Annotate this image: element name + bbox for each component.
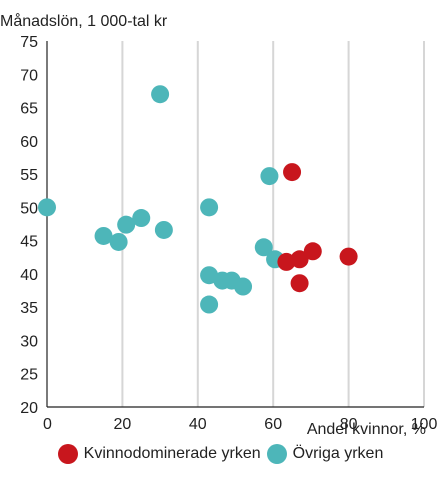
y-tick-50: 50 <box>20 200 38 217</box>
x-axis-label: Andel kvinnor, % <box>307 421 426 438</box>
point-s1-9 <box>200 295 219 314</box>
x-tick-40: 40 <box>189 416 207 433</box>
legend-swatch-red-circle-icon <box>57 444 78 464</box>
point-s1-13 <box>254 238 273 257</box>
x-tick-0: 0 <box>43 416 52 433</box>
y-tick-45: 45 <box>20 234 38 251</box>
point-s0-0 <box>283 163 302 182</box>
x-tick-100: 100 <box>411 416 438 433</box>
y-tick-20: 20 <box>20 400 38 417</box>
y-tick-60: 60 <box>20 134 38 151</box>
legend-label-kvinnodominerade: Kvinnodominerade yrken <box>83 445 261 462</box>
y-tick-55: 55 <box>20 167 38 184</box>
y-tick-65: 65 <box>20 101 38 118</box>
point-s1-6 <box>154 220 173 239</box>
point-s1-4 <box>132 209 151 228</box>
y-axis-label: Månadslön, 1 000-tal kr <box>0 12 168 30</box>
y-tick-25: 25 <box>20 367 38 384</box>
y-tick-70: 70 <box>20 67 38 84</box>
legend-swatch-teal-circle-icon <box>266 444 287 464</box>
legend-item-kvinnodominerade: Kvinnodominerade yrken <box>57 444 261 464</box>
point-s1-5 <box>151 85 170 104</box>
legend-item-ovriga: Övriga yrken <box>266 444 384 464</box>
y-tick-75: 75 <box>20 34 38 51</box>
y-tick-30: 30 <box>20 333 38 350</box>
point-s0-3 <box>303 242 322 261</box>
point-s1-0 <box>38 198 56 217</box>
axes <box>46 41 424 408</box>
x-tick-labels: 0 20 40 60 80 100 <box>43 416 437 433</box>
x-tick-60: 60 <box>264 416 282 433</box>
point-s1-14 <box>260 167 279 186</box>
point-s0-2 <box>290 250 309 269</box>
point-s0-5 <box>339 247 358 266</box>
y-tick-35: 35 <box>20 300 38 317</box>
x-tick-20: 20 <box>114 416 132 433</box>
data-points <box>38 85 358 314</box>
legend-label-ovriga: Övriga yrken <box>292 445 384 462</box>
scatter-chart: Månadslön, 1 000-tal kr 20 25 30 35 40 45 50 55… <box>0 12 437 438</box>
point-s1-2 <box>109 232 128 251</box>
x-tick-80: 80 <box>340 416 358 433</box>
grid-lines <box>121 41 425 407</box>
y-tick-labels: 20 25 30 35 40 45 50 55 60 65 70 75 <box>20 34 38 417</box>
point-s1-12 <box>234 277 253 296</box>
point-s1-1 <box>94 226 113 245</box>
point-s0-4 <box>290 274 309 293</box>
point-s1-7 <box>200 198 219 217</box>
y-tick-40: 40 <box>20 267 38 284</box>
legend: Kvinnodominerade yrken Övriga yrken <box>0 441 441 467</box>
point-s1-3 <box>117 215 136 234</box>
